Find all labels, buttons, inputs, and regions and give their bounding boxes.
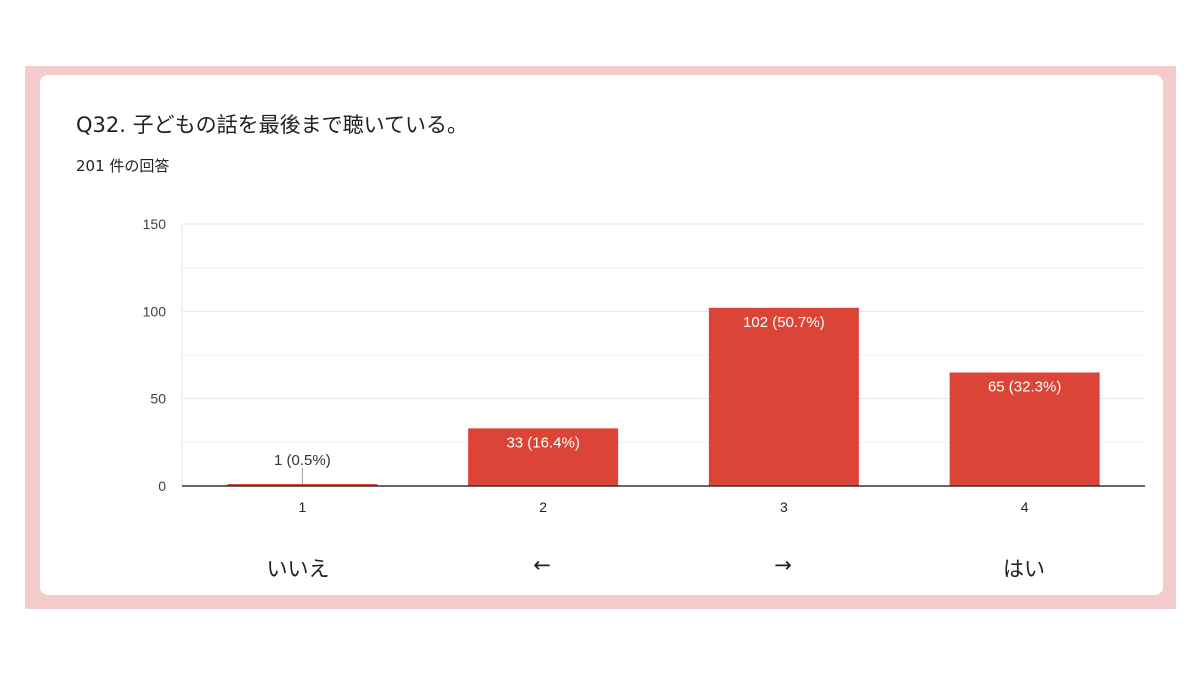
response-count: 201 件の回答 [76,157,170,175]
y-tick-label-0: 0 [158,478,166,494]
data-label-4: 65 (32.3%) [988,378,1061,395]
data-label-1: 1 (0.5%) [274,452,331,469]
question-title: Q32. 子どもの話を最後まで聴いている。 [76,113,468,137]
bar-2 [468,428,619,486]
bar-4 [949,372,1100,486]
scale-label-no: いいえ [266,557,330,581]
x-tick-label-4: 4 [1021,499,1029,515]
x-tick-label-2: 2 [539,499,547,515]
y-tick-label-2: 100 [143,303,167,319]
x-tick-label-1: 1 [298,499,306,515]
bar-chart: 0 50 100 150 1 (0.5%) 1 33 (16.4%) 2 102 (50.7%)… [143,216,1145,515]
bar-1 [227,484,378,486]
data-label-2: 33 (16.4%) [506,434,579,451]
scale-label-yes: はい [1003,557,1045,581]
chart-frame: Q32. 子どもの話を最後まで聴いている。 201 件の回答 0 50 100 150… [25,66,1176,609]
y-tick-label-1: 50 [150,391,166,407]
bar-3 [708,307,859,486]
scale-label-left-arrow: ← [533,553,551,577]
data-label-3: 102 (50.7%) [743,314,825,331]
scale-label-right-arrow: → [774,553,792,577]
x-tick-label-3: 3 [780,499,788,515]
question-card: Q32. 子どもの話を最後まで聴いている。 201 件の回答 0 50 100 150… [40,75,1163,595]
y-tick-label-3: 150 [143,216,167,232]
